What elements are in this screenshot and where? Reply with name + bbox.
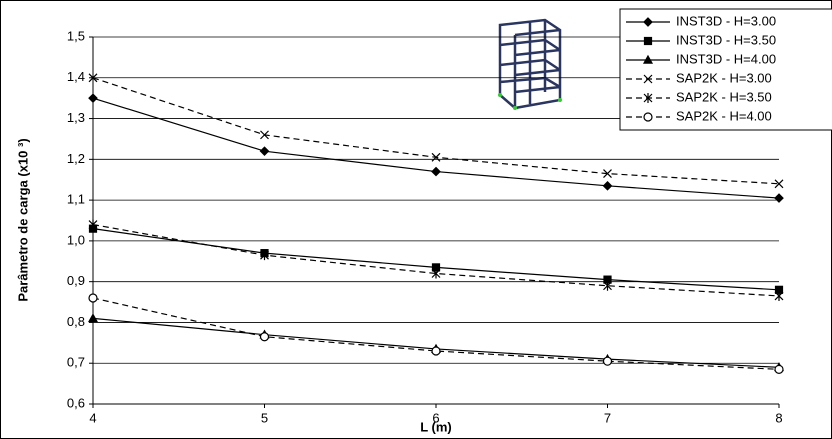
legend-label: INST3D - H=3.00 xyxy=(676,13,776,28)
y-axis-title: Parâmetro de carga (x10 ³) xyxy=(15,138,30,301)
y-tick-label: 1,4 xyxy=(67,69,85,84)
y-tick-label: 1,3 xyxy=(67,110,85,125)
x-tick-label: 7 xyxy=(604,410,611,425)
marker xyxy=(775,365,783,373)
legend-label: SAP2K - H=3.50 xyxy=(676,89,772,104)
y-tick-label: 0,6 xyxy=(67,395,85,410)
chart: Parâmetro de carga (x10 ³) L (m) 0,60,70… xyxy=(0,0,832,439)
legend-marker xyxy=(645,38,652,45)
y-tick-label: 1,2 xyxy=(67,151,85,166)
y-tick-label: 0,8 xyxy=(67,314,85,329)
y-tick-label: 1,0 xyxy=(67,232,85,247)
legend-label: SAP2K - H=4.00 xyxy=(676,108,772,123)
y-tick-label: 0,7 xyxy=(67,355,85,370)
y-tick-label: 1,1 xyxy=(67,192,85,207)
legend-label: INST3D - H=3.50 xyxy=(676,32,776,47)
marker xyxy=(89,294,97,302)
legend-label: INST3D - H=4.00 xyxy=(676,51,776,66)
marker xyxy=(432,347,440,355)
x-tick-label: 5 xyxy=(261,410,268,425)
page: {"chart_data": {"type": "line", "ylabel"… xyxy=(0,0,832,439)
x-tick-label: 8 xyxy=(775,410,782,425)
y-tick-label: 1,5 xyxy=(67,28,85,43)
marker xyxy=(604,357,612,365)
legend-marker xyxy=(644,113,652,121)
legend-label: SAP2K - H=3.00 xyxy=(676,70,772,85)
x-tick-label: 6 xyxy=(432,410,439,425)
x-tick-label: 4 xyxy=(89,410,96,425)
y-tick-label: 0,9 xyxy=(67,273,85,288)
marker xyxy=(261,333,269,341)
